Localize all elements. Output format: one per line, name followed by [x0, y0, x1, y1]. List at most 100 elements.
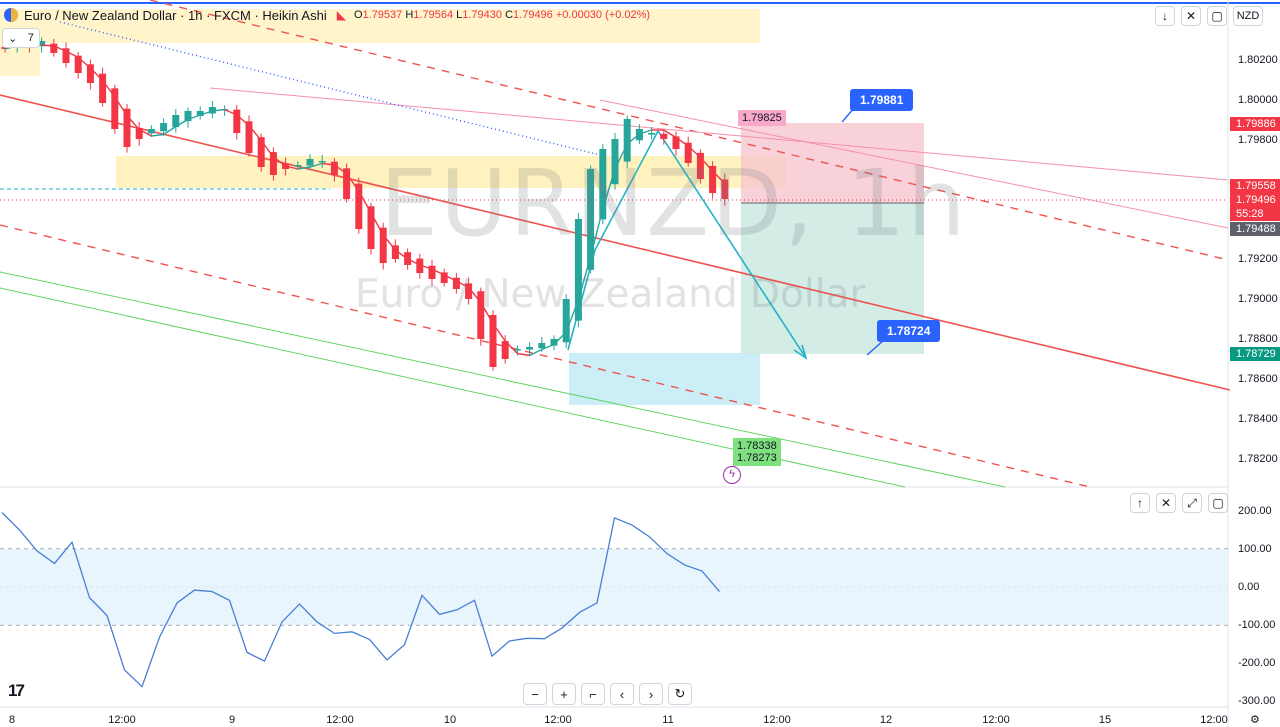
- lightning-icon[interactable]: ϟ: [723, 466, 741, 484]
- moving-average-segment: [529, 348, 543, 357]
- osc-tick: -200.00: [1238, 657, 1276, 669]
- moving-average-segment: [492, 323, 506, 342]
- flag-icon[interactable]: ◣: [336, 8, 346, 22]
- candle-body: [245, 121, 253, 153]
- moving-average-segment: [346, 173, 360, 192]
- remove-pane-button[interactable]: ✕: [1156, 493, 1176, 513]
- moving-average-segment: [163, 125, 177, 136]
- maximize-pane-button[interactable]: ▢: [1208, 493, 1228, 513]
- target-callout[interactable]: 1.78724: [877, 320, 941, 342]
- move-up-button[interactable]: ↑: [1130, 493, 1150, 513]
- moving-average-segment: [602, 168, 616, 210]
- stop-callout[interactable]: 1.79881: [850, 89, 914, 111]
- scroll-right-button[interactable]: ›: [639, 683, 663, 705]
- current-price-label: 1.79488: [1230, 222, 1280, 236]
- moving-average-segment: [297, 166, 311, 170]
- settings-icon[interactable]: ⚙: [1250, 714, 1260, 726]
- price-tick: 1.79800: [1238, 134, 1278, 146]
- pink-line: [209, 87, 1229, 181]
- candle-body: [672, 136, 680, 149]
- moving-average-segment: [663, 129, 677, 139]
- candle-body: [160, 123, 168, 132]
- candle-body: [196, 111, 204, 117]
- candle-body: [147, 129, 155, 134]
- moving-average-segment: [187, 114, 201, 121]
- collapse-button[interactable]: ✕: [1181, 6, 1201, 26]
- moving-average-segment: [480, 302, 494, 324]
- time-tick: 12:00: [326, 714, 354, 726]
- moving-average-segment: [309, 162, 323, 168]
- candle-body: [550, 339, 558, 346]
- candle-body: [367, 206, 375, 249]
- candle-body: [1, 47, 9, 49]
- zoom-out-button[interactable]: −: [523, 683, 547, 705]
- watermark-name: Euro / New Zealand Dollar: [355, 272, 866, 317]
- scroll-left-button[interactable]: ‹: [610, 683, 634, 705]
- time-tick: 15: [1098, 714, 1112, 726]
- time-tick: 12:00: [982, 714, 1010, 726]
- green-channel-top: [0, 271, 1006, 488]
- time-tick: 12:00: [1200, 714, 1228, 726]
- candle-body: [172, 115, 180, 128]
- oscillator-line: [1, 512, 720, 688]
- candle-body: [465, 283, 473, 299]
- symbol-title[interactable]: Euro / New Zealand Dollar · 1h · FXCM · …: [24, 7, 327, 23]
- time-tick: 12: [879, 714, 893, 726]
- candle-body: [538, 343, 546, 349]
- time-tick: 12:00: [763, 714, 791, 726]
- moving-average-segment: [419, 264, 433, 270]
- candle-body: [355, 183, 363, 229]
- moving-average-segment: [394, 249, 409, 260]
- moving-average-segment: [687, 145, 701, 159]
- reset-scale-button[interactable]: ⌐: [581, 683, 605, 705]
- time-tick: 12:00: [544, 714, 572, 726]
- price-tick: 1.80000: [1238, 94, 1278, 106]
- candle-body: [379, 227, 387, 263]
- candle-body: [611, 139, 619, 185]
- candle-body: [99, 73, 107, 103]
- moving-average-segment: [224, 108, 238, 116]
- candle-body: [696, 152, 704, 179]
- moving-average-segment: [272, 156, 287, 167]
- moving-average-segment: [333, 164, 348, 175]
- oscillator-pane: [1, 512, 720, 688]
- moving-average-segment: [626, 133, 640, 145]
- reset-chart-button[interactable]: ↻: [668, 683, 692, 705]
- candle-body: [721, 179, 729, 199]
- osc-tick: 200.00: [1238, 505, 1272, 517]
- candle-body: [269, 152, 277, 175]
- moving-average-segment: [517, 352, 530, 357]
- moving-average-segment: [114, 96, 128, 116]
- price-tick: 1.78600: [1238, 373, 1278, 385]
- moving-average-segment: [699, 157, 714, 172]
- price-tick: 1.79200: [1238, 253, 1278, 265]
- candle-body: [501, 341, 509, 359]
- price-tick: 1.78800: [1238, 333, 1278, 345]
- indicators-toggle[interactable]: ⌄ 7: [2, 28, 40, 48]
- currency-button[interactable]: NZD: [1233, 6, 1263, 26]
- candle-body: [574, 219, 582, 321]
- collapse-pane-button[interactable]: ⤢: [1182, 493, 1202, 513]
- countdown-label: 55:28: [1230, 207, 1280, 221]
- moving-average-segment: [322, 162, 335, 166]
- ohlc-values: O1.79537 H1.79564 L1.79430 C1.79496 +0.0…: [353, 9, 651, 21]
- move-down-button[interactable]: ↓: [1155, 6, 1175, 26]
- osc-tick: 100.00: [1238, 543, 1272, 555]
- stop-price-label: 1.79886: [1230, 117, 1280, 131]
- moving-average-segment: [199, 110, 213, 116]
- moving-average-segment: [65, 50, 79, 59]
- maximize-button[interactable]: ▢: [1207, 6, 1227, 26]
- time-tick: 8: [8, 714, 16, 726]
- candle-body: [477, 291, 485, 339]
- time-tick: 10: [443, 714, 457, 726]
- time-tick: 12:00: [108, 714, 136, 726]
- moving-average-segment: [504, 340, 518, 354]
- moving-average-segment: [712, 170, 726, 184]
- zoom-in-button[interactable]: +: [552, 683, 576, 705]
- target-price-label: 1.78729: [1230, 347, 1280, 361]
- candle-body: [587, 169, 595, 270]
- candle-body: [135, 127, 143, 139]
- osc-tick: -100.00: [1238, 619, 1276, 631]
- time-tick: 9: [228, 714, 236, 726]
